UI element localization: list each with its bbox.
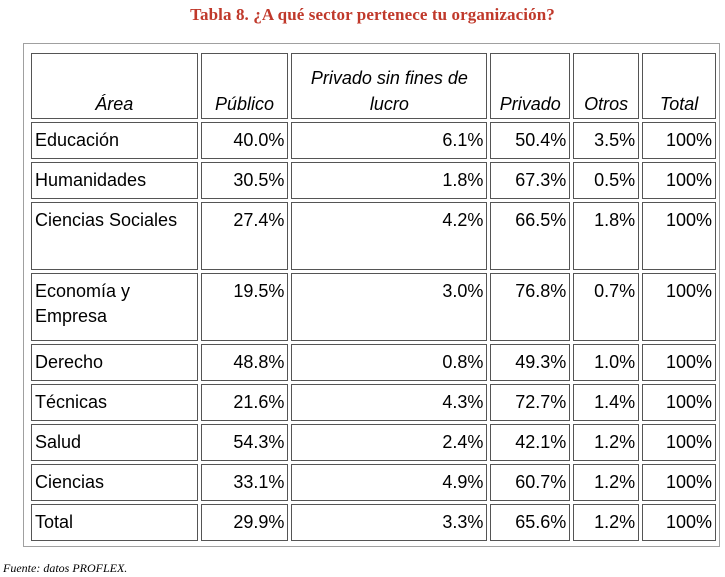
cell-otros: 0.5%	[573, 162, 640, 199]
cell-area: Salud	[31, 424, 198, 461]
cell-privado: 66.5%	[490, 202, 571, 270]
cell-privado-sin-fines: 4.2%	[291, 202, 488, 270]
table-row: Economía y Empresa 19.5% 3.0% 76.8% 0.7%…	[31, 273, 716, 341]
cell-otros: 1.8%	[573, 202, 640, 270]
cell-publico: 21.6%	[200, 384, 289, 421]
table-row-total: Total 29.9% 3.3% 65.6% 1.2% 100%	[31, 504, 716, 541]
cell-otros: 1.0%	[573, 344, 640, 381]
cell-publico: 29.9%	[200, 504, 289, 541]
cell-total: 100%	[642, 202, 716, 270]
cell-total: 100%	[642, 162, 716, 199]
cell-privado: 50.4%	[490, 122, 571, 159]
header-area: Área	[31, 53, 198, 119]
cell-area: Economía y Empresa	[31, 273, 198, 341]
table-row: Educación 40.0% 6.1% 50.4% 3.5% 100%	[31, 122, 716, 159]
cell-privado-sin-fines: 2.4%	[291, 424, 488, 461]
cell-publico: 19.5%	[200, 273, 289, 341]
cell-total: 100%	[642, 344, 716, 381]
cell-area: Ciencias Sociales	[31, 202, 198, 270]
sector-table: Área Público Privado sin fines de lucro …	[28, 50, 719, 544]
cell-privado-sin-fines: 1.8%	[291, 162, 488, 199]
cell-publico: 30.5%	[200, 162, 289, 199]
table-row: Ciencias 33.1% 4.9% 60.7% 1.2% 100%	[31, 464, 716, 501]
cell-total: 100%	[642, 464, 716, 501]
cell-total: 100%	[642, 122, 716, 159]
cell-privado: 60.7%	[490, 464, 571, 501]
cell-area: Técnicas	[31, 384, 198, 421]
cell-privado-sin-fines: 3.3%	[291, 504, 488, 541]
cell-area: Ciencias	[31, 464, 198, 501]
cell-privado-sin-fines: 0.8%	[291, 344, 488, 381]
header-total: Total	[642, 53, 716, 119]
header-publico: Público	[200, 53, 289, 119]
cell-otros: 1.2%	[573, 424, 640, 461]
cell-total: 100%	[642, 273, 716, 341]
table-header-row: Área Público Privado sin fines de lucro …	[31, 53, 716, 119]
cell-privado: 65.6%	[490, 504, 571, 541]
header-otros: Otros	[573, 53, 640, 119]
cell-privado-sin-fines: 6.1%	[291, 122, 488, 159]
cell-area: Total	[31, 504, 198, 541]
cell-privado: 67.3%	[490, 162, 571, 199]
cell-privado-sin-fines: 3.0%	[291, 273, 488, 341]
cell-privado: 76.8%	[490, 273, 571, 341]
cell-publico: 40.0%	[200, 122, 289, 159]
cell-publico: 33.1%	[200, 464, 289, 501]
cell-privado: 42.1%	[490, 424, 571, 461]
cell-total: 100%	[642, 424, 716, 461]
cell-otros: 1.2%	[573, 464, 640, 501]
cell-otros: 1.4%	[573, 384, 640, 421]
cell-area: Derecho	[31, 344, 198, 381]
cell-privado-sin-fines: 4.9%	[291, 464, 488, 501]
cell-publico: 54.3%	[200, 424, 289, 461]
table-row: Derecho 48.8% 0.8% 49.3% 1.0% 100%	[31, 344, 716, 381]
header-privado-sin-fines: Privado sin fines de lucro	[291, 53, 488, 119]
cell-privado: 72.7%	[490, 384, 571, 421]
header-privado: Privado	[490, 53, 571, 119]
table-caption: Tabla 8. ¿A qué sector pertenece tu orga…	[190, 5, 555, 24]
cell-area: Humanidades	[31, 162, 198, 199]
cell-publico: 27.4%	[200, 202, 289, 270]
table-row: Técnicas 21.6% 4.3% 72.7% 1.4% 100%	[31, 384, 716, 421]
cell-privado: 49.3%	[490, 344, 571, 381]
cell-total: 100%	[642, 504, 716, 541]
cell-area: Educación	[31, 122, 198, 159]
cell-privado-sin-fines: 4.3%	[291, 384, 488, 421]
cell-otros: 0.7%	[573, 273, 640, 341]
cell-total: 100%	[642, 384, 716, 421]
table-frame: Área Público Privado sin fines de lucro …	[23, 43, 720, 547]
cell-otros: 1.2%	[573, 504, 640, 541]
source-note: Fuente: datos PROFLEX.	[3, 561, 128, 575]
table-row: Salud 54.3% 2.4% 42.1% 1.2% 100%	[31, 424, 716, 461]
table-row: Ciencias Sociales 27.4% 4.2% 66.5% 1.8% …	[31, 202, 716, 270]
cell-otros: 3.5%	[573, 122, 640, 159]
cell-publico: 48.8%	[200, 344, 289, 381]
table-row: Humanidades 30.5% 1.8% 67.3% 0.5% 100%	[31, 162, 716, 199]
